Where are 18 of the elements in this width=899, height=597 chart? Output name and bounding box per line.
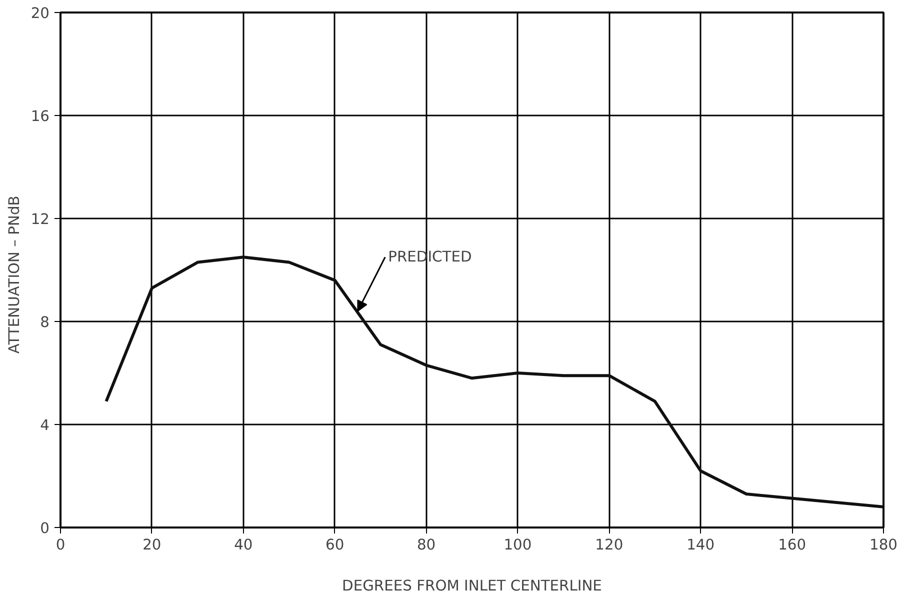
y-tick-label: 20 [30,5,50,22]
x-tick-label: 180 [870,536,898,554]
y-axis-title: ATTENUATION – PNdB [6,196,23,354]
y-tick-label: 16 [30,108,50,125]
x-tick-label: 100 [504,536,532,554]
x-tick-label: 120 [595,536,624,554]
y-tick-label: 12 [30,211,50,228]
x-tick-label: 140 [686,536,715,554]
y-tick-label: 0 [40,520,50,537]
y-tick-label: 4 [40,417,50,434]
x-tick-label: 40 [234,536,253,554]
x-tick-label: 80 [416,536,436,554]
x-tick-label: 60 [326,536,344,554]
x-tick-label: 160 [778,536,806,554]
x-axis-title: DEGREES FROM INLET CENTERLINE [342,578,602,594]
y-tick-label: 8 [40,314,50,331]
x-tick-label: 20 [142,536,162,554]
x-tick-label: 0 [56,536,66,554]
